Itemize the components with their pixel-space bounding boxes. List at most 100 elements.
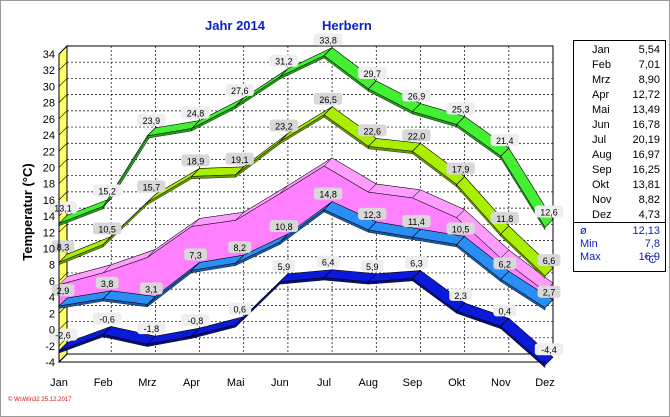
data-label: 23,2 xyxy=(275,122,293,132)
data-label-bg xyxy=(446,162,475,175)
mean-min-label: 3,1 xyxy=(139,282,163,295)
copyright-note: © WsWin32 25.12.2017 xyxy=(8,397,72,403)
max-label: 13,1 xyxy=(48,201,78,214)
data-label-bg xyxy=(92,222,122,235)
x-tick-label: Feb xyxy=(94,377,113,389)
legend-panel: Jan 5,54 Feb 7,01 Mrz 8,90 Apr 12,72 Mai 13,49 Jun… xyxy=(573,40,666,272)
max-label: 26,9 xyxy=(402,89,431,102)
data-label-bg xyxy=(48,201,78,214)
mean-min-label: 7,3 xyxy=(184,248,207,261)
data-label: 3,1 xyxy=(145,284,158,294)
legend-month: Okt xyxy=(592,179,610,191)
data-label-bg xyxy=(184,248,207,261)
data-label: 27,6 xyxy=(231,86,249,96)
legend-month: Jul xyxy=(592,134,607,146)
data-label-bg xyxy=(490,211,520,224)
data-label-bg xyxy=(139,282,163,295)
data-label: 6,2 xyxy=(499,259,512,269)
legend-separator xyxy=(574,222,665,223)
data-label-bg xyxy=(272,259,296,272)
data-label: 19,1 xyxy=(231,155,249,165)
y-tick-label: 2 xyxy=(49,308,55,320)
gridline-wall xyxy=(58,175,68,184)
legend-month: Aug xyxy=(592,149,612,161)
legend-month: Feb xyxy=(592,59,611,71)
data-label: 3,8 xyxy=(101,279,114,289)
data-label-bg xyxy=(51,284,75,297)
gridline-wall xyxy=(58,321,68,330)
max-label: 31,2 xyxy=(269,54,299,67)
x-tick-label: Jan xyxy=(50,377,68,389)
data-label: 26,5 xyxy=(319,95,337,105)
data-label: 10,5 xyxy=(452,224,470,234)
data-label-bg xyxy=(493,304,517,317)
data-label: 26,9 xyxy=(408,92,426,102)
legend-month-row: Mai 13,49 xyxy=(578,104,662,117)
data-label: 10,8 xyxy=(275,222,293,232)
mean-max-label: 6,6 xyxy=(537,254,561,267)
data-label: 11,4 xyxy=(408,217,425,227)
legend-month-row: Jul 20,19 xyxy=(578,134,662,147)
data-label-bg xyxy=(51,240,75,253)
data-label: 17,9 xyxy=(452,164,470,174)
gridline-wall xyxy=(58,45,68,55)
gridline-wall xyxy=(58,78,68,87)
data-label-bg xyxy=(493,257,517,270)
data-label-bg xyxy=(360,259,384,272)
data-label-bg xyxy=(228,241,252,254)
data-label: 22,6 xyxy=(364,126,382,136)
legend-unit: °C xyxy=(644,254,657,266)
mean-min-band-edge xyxy=(500,278,546,311)
data-label: 29,7 xyxy=(364,69,382,79)
data-label: 15,2 xyxy=(98,186,116,196)
data-label: -2,6 xyxy=(55,331,71,341)
legend-month-row: Apr 12,72 xyxy=(578,89,662,102)
legend-stat-row: ø 12,13 xyxy=(578,225,662,238)
gridline-wall xyxy=(58,61,68,71)
data-label-bg xyxy=(48,328,78,341)
data-label-bg xyxy=(92,184,122,197)
mean-max-label: 23,2 xyxy=(269,119,299,132)
y-tick-label: 34 xyxy=(43,49,55,61)
legend-month: Sep xyxy=(592,164,612,176)
y-tick-label: 20 xyxy=(43,162,55,174)
legend-month-row: Mrz 8,90 xyxy=(578,74,662,87)
data-label-bg xyxy=(95,276,119,289)
min-label: -0,8 xyxy=(181,314,210,327)
data-label-bg xyxy=(358,66,387,79)
y-tick-label: 24 xyxy=(43,130,55,142)
mean-min-label: 10,8 xyxy=(269,220,299,233)
data-label: 2,9 xyxy=(57,286,70,296)
data-label-bg xyxy=(313,33,343,46)
data-label-bg xyxy=(269,119,299,132)
mean-max-label: 17,9 xyxy=(446,162,475,175)
data-label: 10,5 xyxy=(98,224,116,234)
data-label: 12,3 xyxy=(364,210,382,220)
max-label: 12,6 xyxy=(534,205,564,218)
data-label: 33,8 xyxy=(319,36,337,46)
mean-min-label: 3,8 xyxy=(95,276,119,289)
mean-min-label: 2,9 xyxy=(51,284,75,297)
chart-year-title: Jahr 2014 xyxy=(205,18,265,33)
data-label: -0,8 xyxy=(188,316,204,326)
min-label: -2,6 xyxy=(48,328,78,341)
axis-corner xyxy=(58,353,68,363)
data-label-bg xyxy=(137,180,166,193)
data-label: 2,7 xyxy=(543,288,556,298)
legend-stat-row: Max 16,9 xyxy=(578,251,662,264)
legend-stat-value: 7,8 xyxy=(644,238,660,250)
data-label-bg xyxy=(137,322,166,335)
data-label: 5,9 xyxy=(366,262,379,272)
legend-month-value: 16,97 xyxy=(632,149,660,161)
min-label: 0,4 xyxy=(493,304,517,317)
min-label: 0,6 xyxy=(228,302,252,315)
legend-month: Jan xyxy=(592,44,610,56)
data-label-bg xyxy=(225,152,254,165)
min-label: 5,9 xyxy=(360,259,384,272)
data-label-bg xyxy=(137,113,166,126)
y-tick-label: 6 xyxy=(49,276,55,288)
data-label-bg xyxy=(225,83,254,96)
max-label: 23,9 xyxy=(137,113,166,126)
mean-min-label: 10,5 xyxy=(446,222,475,235)
data-label: 24,8 xyxy=(187,109,205,119)
